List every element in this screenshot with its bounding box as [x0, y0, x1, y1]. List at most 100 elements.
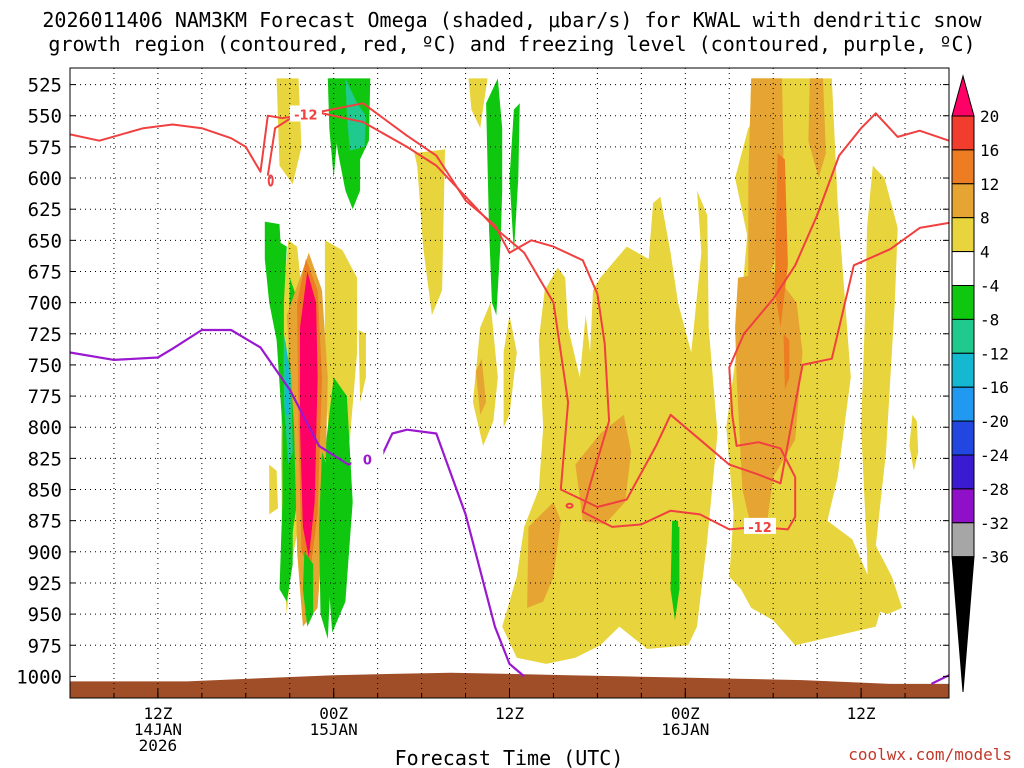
- x-tick-label-0-0: 12Z: [143, 704, 172, 723]
- colorbar-label-9: -20: [980, 412, 1009, 431]
- omega-region-14: [324, 377, 353, 633]
- y-tick-label-525: 525: [28, 75, 62, 97]
- colorbar-label-11: -28: [980, 480, 1009, 499]
- omega-region-23: [475, 358, 487, 415]
- x-tick-label-0-1: 14JAN: [134, 720, 182, 739]
- colorbar-label-6: -8: [980, 310, 999, 329]
- colorbar-seg-6: [951, 285, 975, 320]
- x-tick-label-1-0: 00Z: [319, 704, 348, 723]
- x-tick-label-3-1: 16JAN: [661, 720, 709, 739]
- y-tick-label-775: 775: [28, 386, 62, 408]
- omega-region-35: [509, 103, 520, 253]
- y-tick-label-625: 625: [28, 199, 62, 221]
- y-tick-label-675: 675: [28, 261, 62, 283]
- colorbar-seg-9: [951, 386, 975, 422]
- colorbar-seg-4: [951, 217, 975, 253]
- colorbar-seg-0: [951, 74, 975, 117]
- omega-region-9: [358, 330, 366, 403]
- y-tick-label-850: 850: [28, 480, 62, 502]
- omega-region-37: [345, 78, 366, 151]
- dgz-contour-loop-2: [565, 502, 574, 509]
- dgz-label-1-bg: [289, 105, 322, 122]
- omega-region-30: [264, 221, 293, 602]
- freezing-label-bg: [351, 450, 384, 467]
- colorbar-label-0: 20: [980, 107, 999, 126]
- omega-region-27: [774, 153, 788, 328]
- omega-region-11: [909, 414, 919, 471]
- colorbar-seg-13: [951, 522, 975, 558]
- omega-region-19: [748, 78, 784, 291]
- omega-region-34: [486, 78, 503, 316]
- y-tick-label-750: 750: [28, 355, 62, 377]
- freezing-label: 0: [363, 454, 372, 469]
- omega-region-7: [503, 315, 517, 428]
- terrain-ground: [70, 672, 949, 698]
- colorbar-seg-2: [951, 149, 975, 185]
- chart-title-line-1: 2026011406 NAM3KM Forecast Omega (shaded…: [42, 8, 982, 32]
- dgz-label-2: -12: [748, 521, 772, 536]
- site-credit: coolwx.com/models: [848, 745, 1012, 764]
- colorbar-label-10: -24: [980, 446, 1009, 465]
- dgz-contour-loop-1: [267, 174, 274, 187]
- colorbar-label-1: 16: [980, 141, 999, 160]
- colorbar-seg-7: [951, 318, 975, 354]
- colorbar-seg-12: [951, 488, 975, 524]
- y-tick-label-575: 575: [28, 137, 62, 159]
- y-tick-label-825: 825: [28, 448, 62, 470]
- colorbar-seg-1: [951, 115, 975, 151]
- x-tick-label-0-2: 2026: [139, 736, 178, 755]
- y-tick-label-900: 900: [28, 542, 62, 564]
- omega-region-39: [285, 340, 290, 415]
- y-tick-label-650: 650: [28, 230, 62, 252]
- colorbar-label-4: 4: [980, 243, 990, 262]
- x-tick-label-2-0: 12Z: [495, 704, 524, 723]
- colorbar-label-12: -32: [980, 514, 1009, 533]
- y-tick-label-800: 800: [28, 417, 62, 439]
- colorbar-seg-5: [951, 251, 975, 287]
- dgz-label-2-bg: [744, 517, 777, 534]
- colorbar-seg-3: [951, 183, 975, 219]
- colorbar-label-7: -12: [980, 344, 1009, 363]
- y-tick-label-875: 875: [28, 511, 62, 533]
- omega-region-22: [527, 502, 561, 608]
- y-tick-label-600: 600: [28, 168, 62, 190]
- y-tick-label-550: 550: [28, 106, 62, 128]
- omega-region-36: [670, 526, 680, 615]
- colorbar-label-3: 8: [980, 209, 990, 228]
- omega-region-6: [472, 302, 498, 446]
- x-axis-label: Forecast Time (UTC): [395, 746, 624, 768]
- dgz-contour-lower: [266, 108, 949, 508]
- y-tick-label-700: 700: [28, 293, 62, 315]
- chart-title-line-2: growth region (contoured, red, ºC) and f…: [48, 32, 976, 56]
- colorbar-seg-8: [951, 352, 975, 388]
- omega-region-2: [414, 149, 445, 316]
- dgz-label-1: -12: [294, 109, 318, 124]
- x-tick-label-3-0: 00Z: [671, 704, 700, 723]
- omega-region-10: [269, 464, 278, 515]
- y-tick-label-975: 975: [28, 635, 62, 657]
- freezing-level-contour: [70, 328, 525, 678]
- colorbar-label-8: -16: [980, 378, 1009, 397]
- colorbar-seg-10: [951, 420, 975, 456]
- y-tick-label-725: 725: [28, 324, 62, 346]
- y-tick-label-925: 925: [28, 573, 62, 595]
- omega-region-1: [468, 78, 488, 129]
- omega-region-32: [319, 452, 331, 639]
- omega-region-21: [575, 414, 632, 525]
- colorbar-seg-11: [951, 454, 975, 490]
- x-tick-label-1-1: 15JAN: [310, 720, 358, 739]
- colorbar-label-2: 12: [980, 175, 999, 194]
- omega-region-20: [735, 271, 803, 527]
- y-tick-label-950: 950: [28, 604, 62, 626]
- omega-region-28: [783, 333, 790, 390]
- colorbar-label-13: -36: [980, 548, 1009, 567]
- colorbar-label-5: -4: [980, 277, 999, 296]
- omega-region-8: [861, 165, 903, 615]
- omega-region-0: [276, 78, 302, 185]
- x-tick-label-4-0: 12Z: [847, 704, 876, 723]
- dgz-contour-upper: [70, 102, 949, 531]
- y-tick-label-1000: 1000: [16, 666, 62, 688]
- omega-region-31: [302, 551, 314, 627]
- omega-region-29: [300, 271, 318, 558]
